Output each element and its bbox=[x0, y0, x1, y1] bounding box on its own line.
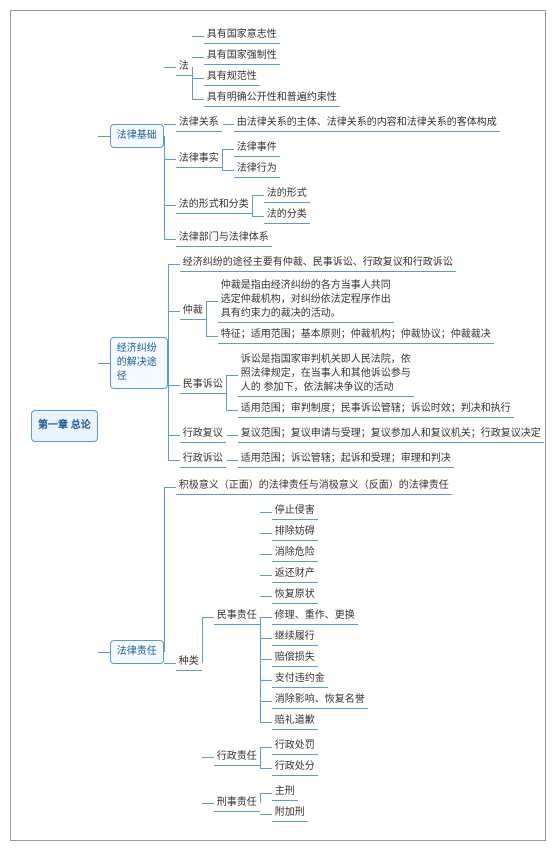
node-civil-liab: 民事责任 bbox=[214, 608, 260, 625]
leaf: 诉讼是指国家审判机关即人民法院，依照法律规定，在当事人和其他诉讼参与人的 参加下… bbox=[238, 352, 414, 397]
leaf: 法律事件 bbox=[234, 140, 280, 157]
node-form: 法的形式和分类 bbox=[176, 197, 252, 214]
leaf: 特征；适用范围；基本原则；仲裁机构；仲裁协议；仲裁裁决 bbox=[218, 327, 494, 344]
node-criminal-liab: 刑事责任 bbox=[214, 795, 260, 812]
leaf: 具有规范性 bbox=[204, 69, 260, 86]
leaf: 具有明确公开性和普遍约束性 bbox=[204, 90, 340, 107]
node-dept: 法律部门与法律体系 bbox=[176, 230, 272, 247]
node-fact: 法律事实 bbox=[176, 151, 222, 168]
leaf: 赔礼道歉 bbox=[272, 713, 318, 730]
leaf: 附加刑 bbox=[272, 805, 308, 822]
leaf: 消除影响、恢复名誉 bbox=[272, 692, 368, 709]
node-admin-liab: 行政责任 bbox=[214, 749, 260, 766]
leaf: 复议范围；复议申请与受理；复议参加人和复议机关；行政复议决定 bbox=[238, 426, 544, 443]
diagram-container: 第一章 总论 法律基础 法 具有国家意志性 具有国家强制性 具有规范性 具有明确… bbox=[10, 10, 546, 841]
leaf: 由法律关系的主体、法律关系的内容和法律关系的客体构成 bbox=[234, 115, 500, 132]
leaf: 积极意义（正面）的法律责任与消极意义（反面）的法律责任 bbox=[176, 478, 452, 495]
branch-law-basics: 法律基础 bbox=[110, 124, 164, 148]
node-types: 种类 bbox=[176, 654, 202, 671]
leaf: 法的形式 bbox=[264, 186, 310, 203]
leaf: 经济纠纷的途径主要有仲裁、民事诉讼、行政复议和行政诉讼 bbox=[180, 255, 456, 272]
branch-liability: 法律责任 bbox=[110, 640, 164, 664]
leaf: 适用范围；审判制度；民事诉讼管辖；诉讼时效；判决和执行 bbox=[238, 401, 514, 418]
leaf: 继续履行 bbox=[272, 629, 318, 646]
leaf: 停止侵害 bbox=[272, 503, 318, 520]
leaf: 赔偿损失 bbox=[272, 650, 318, 667]
leaf: 仲裁是指由经济纠纷的各方当事人共同选定仲裁机构，对纠纷依法定程序作出具有约束力的… bbox=[218, 278, 394, 323]
leaf: 具有国家意志性 bbox=[204, 27, 280, 44]
leaf: 具有国家强制性 bbox=[204, 48, 280, 65]
leaf: 行政处分 bbox=[272, 759, 318, 776]
leaf: 恢复原状 bbox=[272, 587, 318, 604]
leaf: 主刑 bbox=[272, 784, 298, 801]
mindmap-tree: 第一章 总论 法律基础 法 具有国家意志性 具有国家强制性 具有规范性 具有明确… bbox=[19, 19, 537, 832]
leaf: 适用范围；诉讼管辖；起诉和受理；审理和判决 bbox=[238, 451, 454, 468]
node-arbitration: 仲裁 bbox=[180, 303, 206, 320]
node-admin-lit: 行政诉讼 bbox=[180, 451, 226, 468]
leaf: 支付违约金 bbox=[272, 671, 328, 688]
branch-econ-dispute: 经济纠纷的解决途径 bbox=[110, 337, 168, 389]
node-relation: 法律关系 bbox=[176, 115, 222, 132]
node-fa: 法 bbox=[176, 59, 192, 76]
leaf: 法律行为 bbox=[234, 161, 280, 178]
leaf: 排除妨碍 bbox=[272, 524, 318, 541]
leaf: 修理、重作、更换 bbox=[272, 608, 358, 625]
root-node: 第一章 总论 bbox=[31, 410, 98, 442]
leaf: 行政处罚 bbox=[272, 738, 318, 755]
node-civil: 民事诉讼 bbox=[180, 377, 226, 394]
leaf: 返还财产 bbox=[272, 566, 318, 583]
node-admin-review: 行政复议 bbox=[180, 426, 226, 443]
leaf: 消除危险 bbox=[272, 545, 318, 562]
leaf: 法的分类 bbox=[264, 207, 310, 224]
